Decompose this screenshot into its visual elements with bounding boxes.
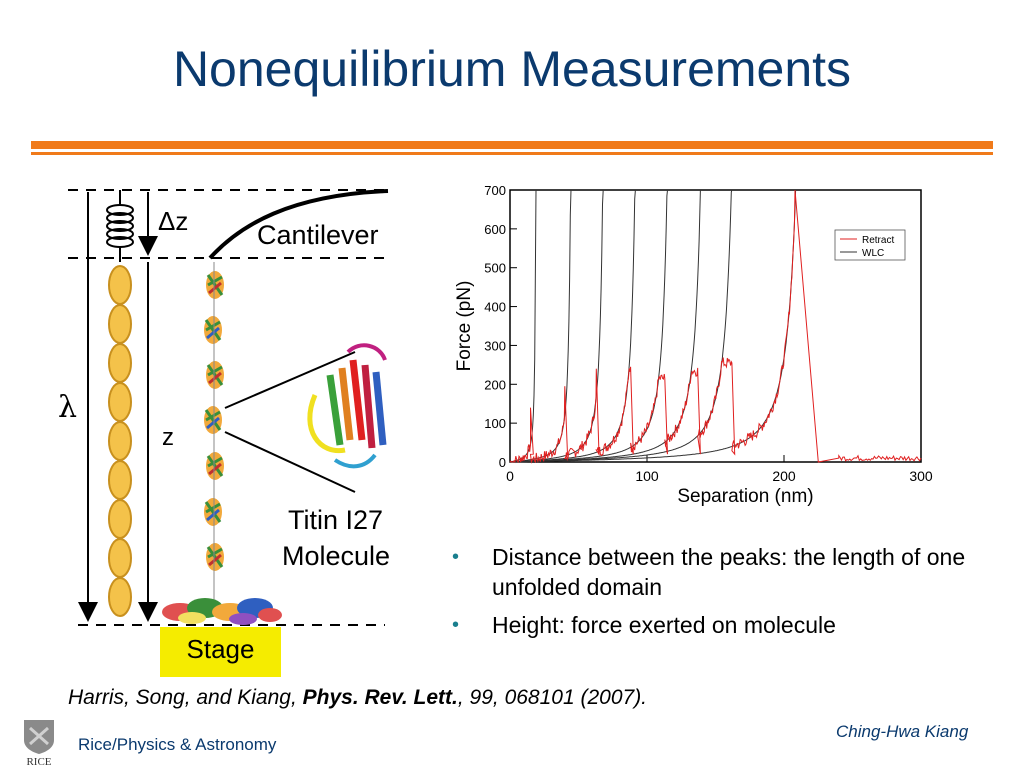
retract-trace [509, 189, 922, 464]
wlc-curve-3 [510, 189, 604, 463]
protein-structure-icon [307, 343, 387, 469]
stage-label: Stage [186, 634, 255, 664]
callout-line-bottom [224, 431, 356, 493]
titin-domains-icon [162, 262, 282, 625]
chart-frame [509, 189, 922, 463]
molecule-label-line2: Molecule [282, 541, 391, 571]
legend-label-retract: Retract [862, 235, 894, 246]
bullet-dot-icon: • [452, 614, 460, 636]
cantilever-icon [208, 189, 389, 260]
y-tick-label: 400 [484, 300, 506, 315]
wlc-curve-5 [510, 189, 668, 463]
wlc-curve-8 [510, 189, 797, 463]
dz-label: Δz [158, 206, 189, 236]
slide-title: Nonequilibrium Measurements [172, 41, 852, 97]
wlc-curve-1 [509, 189, 537, 463]
x-tick-label: 0 [506, 468, 514, 484]
wlc-curve-2 [509, 189, 572, 463]
spring-icon [106, 190, 134, 262]
title-rule-thin [31, 152, 993, 155]
footer-author: Ching-Hwa Kiang [836, 722, 969, 741]
y-tick-label: 600 [484, 222, 506, 237]
bullet-list: • Distance between the peaks: the length … [452, 542, 972, 648]
rice-logo-text: RICE [26, 756, 51, 766]
rice-logo-icon: RICE [24, 720, 54, 766]
x-axis-label: Separation (nm) [677, 486, 813, 507]
stage-box [160, 627, 281, 677]
legend-label-wlc: WLC [862, 248, 884, 259]
y-tick-label: 500 [484, 261, 506, 276]
z-label: z [162, 424, 174, 451]
x-tick-label: 300 [909, 468, 933, 484]
polymer-chain-icon [108, 265, 132, 617]
y-tick-label: 200 [484, 377, 506, 392]
x-tick-label: 200 [772, 468, 796, 484]
molecule-label-line1: Titin I27 [288, 505, 384, 535]
callout-line-top [224, 351, 356, 409]
y-tick-label: 700 [484, 183, 506, 198]
wlc-curve-7 [510, 189, 733, 463]
wlc-curve-4 [510, 189, 636, 463]
bullet-item: • Distance between the peaks: the length … [452, 544, 966, 600]
citation: Harris, Song, and Kiang, Phys. Rev. Lett… [68, 686, 648, 709]
y-tick-label: 100 [484, 416, 506, 431]
legend-box [834, 229, 906, 261]
lambda-label: λ [58, 390, 78, 425]
footer-department: Rice/Physics & Astronomy [78, 735, 277, 754]
title-rule [31, 141, 993, 149]
y-tick-label: 300 [484, 338, 506, 353]
bullet-item: • Height: force exerted on molecule [452, 612, 836, 638]
wlc-curve-6 [510, 189, 701, 463]
cantilever-label: Cantilever [257, 220, 379, 250]
y-axis-label: Force (pN) [454, 281, 475, 372]
bullet-dot-icon: • [452, 546, 460, 568]
y-tick-label: 0 [499, 455, 506, 470]
x-tick-label: 100 [635, 468, 659, 484]
